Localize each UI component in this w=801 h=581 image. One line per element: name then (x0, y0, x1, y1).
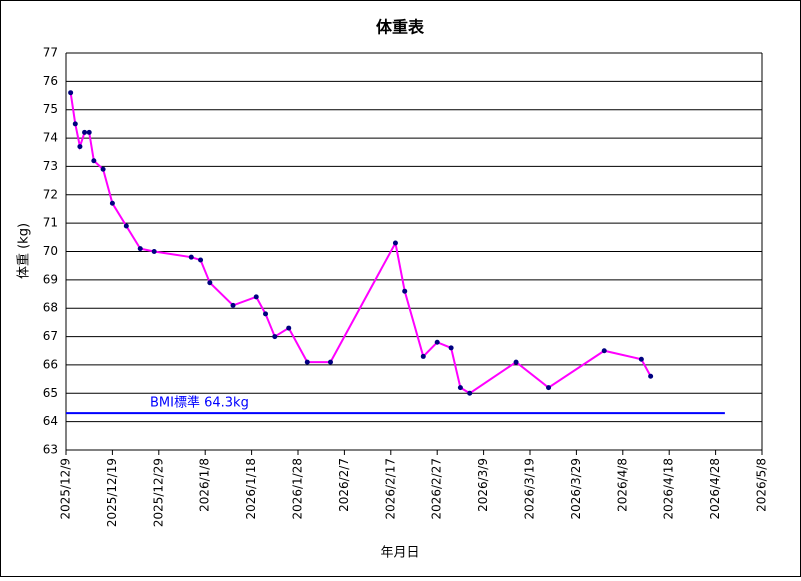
data-point (253, 294, 259, 300)
y-tick-label: 66 (43, 357, 58, 371)
data-point (100, 166, 106, 172)
data-point (123, 223, 129, 229)
y-tick-label: 73 (43, 159, 58, 173)
data-point (546, 385, 552, 391)
x-tick-label: 2026/1/8 (198, 458, 212, 512)
data-point (402, 288, 408, 294)
data-point (137, 246, 143, 252)
data-point (434, 339, 440, 345)
x-tick-label: 2026/4/28 (708, 458, 722, 520)
x-tick-label: 2026/1/28 (291, 458, 305, 520)
x-tick-label: 2025/12/19 (105, 458, 119, 527)
data-point (198, 257, 204, 263)
x-tick-label: 2025/12/9 (59, 458, 73, 520)
y-tick-label: 77 (43, 46, 58, 60)
data-point (513, 359, 519, 365)
y-tick-label: 63 (43, 443, 58, 457)
data-point (467, 390, 473, 396)
y-tick-label: 74 (43, 131, 58, 145)
x-tick-label: 2026/3/19 (523, 458, 537, 520)
y-tick-label: 64 (43, 414, 58, 428)
data-point (304, 359, 310, 365)
data-point (86, 129, 92, 135)
y-tick-label: 71 (43, 216, 58, 230)
y-tick-label: 69 (43, 272, 58, 286)
data-point (91, 158, 97, 164)
data-point (207, 280, 213, 286)
data-point (448, 345, 454, 351)
data-point (77, 144, 83, 150)
x-tick-label: 2026/3/29 (569, 458, 583, 520)
x-tick-label: 2026/5/8 (755, 458, 769, 512)
x-tick-label: 2026/4/18 (662, 458, 676, 520)
x-tick-label: 2026/2/17 (383, 458, 397, 520)
y-tick-label: 70 (43, 244, 58, 258)
y-tick-label: 76 (43, 74, 58, 88)
data-point (82, 129, 88, 135)
data-point (638, 356, 644, 362)
chart-title: 体重表 (376, 18, 425, 37)
y-tick-label: 68 (43, 301, 58, 315)
data-point (109, 200, 115, 206)
x-axis-label: 年月日 (380, 546, 419, 561)
data-point (327, 359, 333, 365)
data-point (601, 348, 607, 354)
data-point (263, 311, 269, 317)
reference-label: BMI標準 64.3kg (150, 395, 249, 411)
y-tick-label: 75 (43, 102, 58, 116)
x-tick-label: 2026/2/7 (337, 458, 351, 512)
y-tick-label: 72 (43, 187, 58, 201)
data-point (286, 325, 292, 331)
x-tick-label: 2026/3/9 (476, 458, 490, 512)
x-tick-label: 2025/12/29 (151, 458, 165, 527)
data-point (272, 334, 278, 340)
y-axis-label: 体重 (kg) (16, 223, 32, 279)
data-point (420, 353, 426, 359)
data-point (230, 302, 236, 308)
data-point (151, 249, 157, 254)
y-tick-label: 67 (43, 329, 58, 343)
data-point (392, 240, 398, 246)
y-tick-label: 65 (43, 386, 58, 400)
data-point (457, 385, 463, 391)
x-tick-label: 2026/4/8 (615, 458, 629, 512)
x-tick-label: 2026/1/18 (244, 458, 258, 520)
x-tick-label: 2026/2/27 (430, 458, 444, 520)
data-point (188, 254, 194, 260)
data-point (72, 121, 78, 127)
data-point (648, 373, 654, 379)
data-point (68, 90, 74, 96)
